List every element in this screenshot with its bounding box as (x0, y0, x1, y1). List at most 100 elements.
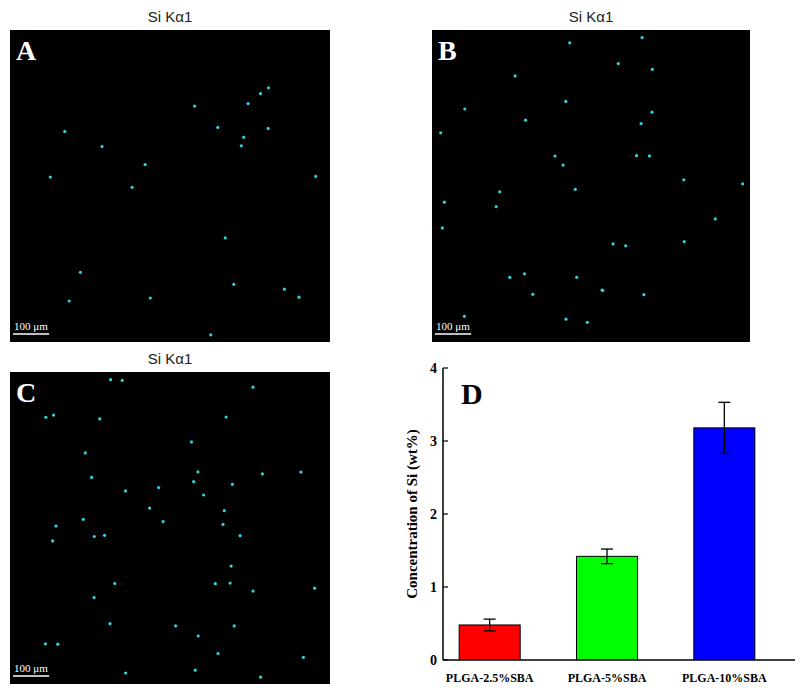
si-dot (93, 535, 96, 538)
si-dot (641, 36, 644, 39)
y-tick (443, 513, 448, 514)
si-dot (196, 470, 199, 473)
si-dot (314, 175, 317, 178)
si-dot (216, 652, 219, 655)
si-dot (216, 126, 219, 129)
si-dot (103, 534, 106, 537)
si-dot (508, 276, 511, 279)
si-dot (44, 642, 47, 645)
scale-bar (435, 333, 471, 335)
si-dot (564, 100, 567, 103)
si-dot (51, 539, 54, 542)
si-dot (463, 315, 466, 318)
eds-map (10, 30, 330, 342)
bars (459, 402, 755, 660)
eds-map (432, 30, 750, 342)
si-dot (124, 671, 127, 674)
panel-label: D (461, 377, 483, 410)
si-dot (144, 163, 147, 166)
si-dot (148, 507, 151, 510)
si-dot (221, 523, 224, 526)
si-dot (121, 379, 124, 382)
bar (459, 625, 520, 660)
si-dot (600, 288, 603, 291)
si-dot (194, 669, 197, 672)
si-dot (84, 451, 87, 454)
panel-label: C (16, 377, 36, 408)
si-dot (267, 127, 270, 130)
y-tick (443, 659, 448, 660)
si-dot (157, 486, 160, 489)
si-dot (49, 176, 52, 179)
error-line (489, 619, 490, 631)
error-bar (718, 402, 730, 453)
panel-label: A (16, 35, 37, 66)
scale-bar (13, 675, 49, 677)
si-dot (439, 131, 442, 134)
si-dot (247, 102, 250, 105)
si-dot (252, 590, 255, 593)
si-dot (642, 293, 645, 296)
si-dot (562, 164, 565, 167)
si-dot (98, 417, 101, 420)
si-dot (202, 493, 205, 496)
si-dot (240, 144, 243, 147)
si-dot (229, 582, 232, 585)
error-cap (484, 618, 496, 619)
map-title: Si Kα1 (569, 8, 614, 25)
si-dot (251, 386, 254, 389)
si-dot (741, 182, 744, 185)
eds-map (10, 372, 330, 684)
si-dot (90, 476, 93, 479)
x-tick-label: PLGA-2.5%SBA (446, 671, 534, 685)
si-dot (54, 525, 57, 528)
si-dot (601, 289, 604, 292)
x-tick-label: PLGA-10%SBA (682, 671, 767, 685)
scale-bar (13, 333, 49, 335)
si-dot (230, 565, 233, 568)
si-dot (149, 296, 152, 299)
si-dot (82, 518, 85, 521)
figure-root: Si Kα1A100 μmSi Kα1B100 μmSi Kα1C100 μm0… (0, 0, 811, 695)
bar (694, 428, 755, 660)
si-dot (131, 186, 134, 189)
si-dot (63, 130, 66, 133)
y-tick-label: 2 (430, 507, 437, 522)
error-cap (601, 563, 613, 564)
bar-chart: 01234PLGA-2.5%SBAPLGA-5%SBAPLGA-10%SBACo… (404, 361, 795, 685)
si-dot (612, 242, 615, 245)
si-dot (635, 154, 638, 157)
si-dot (193, 105, 196, 108)
y-tick-label: 4 (430, 361, 437, 376)
error-cap (718, 453, 730, 454)
si-dot (224, 236, 227, 239)
si-dot (443, 201, 446, 204)
si-dot (267, 86, 270, 89)
map-background (10, 372, 330, 684)
si-dot (651, 68, 654, 71)
si-dot (524, 119, 527, 122)
map-background (10, 30, 330, 342)
si-dot (302, 656, 305, 659)
si-dot (523, 272, 526, 275)
si-dot (714, 217, 717, 220)
si-dot (564, 318, 567, 321)
si-dot (259, 92, 262, 95)
si-dot (223, 509, 226, 512)
y-tick (443, 440, 448, 441)
si-dot (299, 471, 302, 474)
si-dot (68, 299, 71, 302)
si-dot (239, 534, 242, 537)
y-axis-title: Concentration of Si (wt%) (404, 429, 421, 599)
si-dot (441, 226, 444, 229)
si-dot (574, 188, 577, 191)
y-tick-label: 0 (430, 653, 437, 668)
error-bar (484, 619, 496, 631)
si-dot (261, 472, 264, 475)
si-dot (617, 62, 620, 65)
si-dot (113, 582, 116, 585)
si-dot (640, 122, 643, 125)
si-dot (192, 480, 195, 483)
si-dot (498, 190, 501, 193)
si-dot (682, 178, 685, 181)
